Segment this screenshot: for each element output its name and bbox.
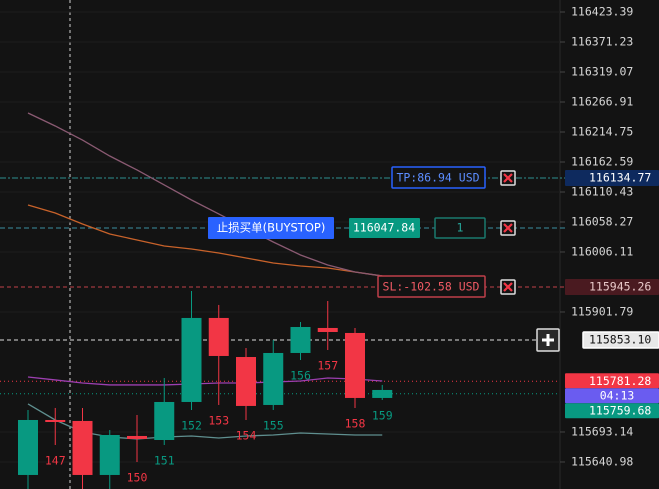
overlay: TP:86.94 USD 116134.77 止损买单(BUYSTOP) 116047…: [208, 166, 659, 419]
countdown-tag: [565, 388, 659, 404]
countdown: 04:13: [600, 388, 635, 402]
plot: 147 150 151 152 153 154 155 156 157 158 159: [18, 112, 393, 489]
candle-body: [263, 352, 284, 405]
candle-label: 152: [181, 418, 202, 432]
y-tick-label: 116110.43: [571, 184, 633, 198]
y-tick-label: 115901.79: [571, 304, 633, 318]
plus-icon: [542, 333, 554, 346]
candle-body: [345, 332, 365, 398]
axis-tag-label: 115945.26: [589, 279, 651, 293]
candle-label: 158: [345, 416, 366, 430]
indicator-line: [27, 204, 383, 277]
candle-body: [236, 357, 256, 406]
candle-label: 157: [317, 358, 338, 372]
grid: 116423.39 116371.23 116319.07 116266.91 1162…: [0, 4, 633, 468]
candle-body: [99, 434, 120, 475]
order-price: 116047.84: [353, 220, 415, 234]
order-price-box: [349, 217, 420, 238]
y-tick-label: 116371.23: [571, 34, 633, 48]
axis-tag: [565, 373, 659, 389]
quantity-box: [434, 217, 486, 239]
y-tick-label: 116006.11: [571, 244, 633, 258]
candle-label: 153: [208, 413, 229, 427]
candle-body: [18, 419, 38, 475]
axis-tag-label: 116134.77: [589, 170, 651, 184]
y-tick-label: 115693.14: [571, 424, 633, 438]
indicator-line: [27, 112, 383, 277]
candle-label: 154: [236, 428, 257, 442]
indicator-line: [27, 376, 383, 386]
axis-tag: [565, 169, 659, 186]
close-icon: [503, 223, 513, 233]
axis-tag-label: 115853.10: [589, 332, 651, 346]
order-type: 止损买单(BUYSTOP): [217, 220, 326, 234]
tp-text: TP:86.94 USD: [396, 170, 479, 184]
y-tick-label: 116319.07: [571, 64, 633, 78]
sl-box: [377, 275, 486, 298]
close-icon: [503, 282, 513, 292]
axis-tag-label: 115781.28: [589, 374, 651, 388]
candle-label: 150: [127, 470, 148, 484]
tp-box: [391, 166, 486, 189]
candle-label: 156: [290, 368, 311, 382]
axis-tag: [582, 331, 659, 349]
candle-body: [127, 435, 147, 439]
candle-body: [72, 420, 93, 475]
candle-body: [154, 401, 175, 440]
y-tick-label: 116058.27: [571, 214, 633, 228]
quantity: 1: [457, 220, 464, 234]
candle-label: 147: [45, 454, 66, 468]
candle-label: 151: [154, 454, 175, 468]
axis-tag: [565, 278, 659, 295]
axis-tag-label: 115759.68: [589, 403, 651, 417]
candle-label: 159: [372, 408, 393, 422]
candle-body: [208, 317, 229, 356]
y-tick-label: 115640.98: [571, 454, 633, 468]
candle-body: [317, 327, 338, 332]
candle-body: [181, 317, 202, 402]
y-tick-label: 116266.91: [571, 94, 633, 108]
candle-body: [372, 389, 393, 398]
sl-text: SL:-102.58 USD: [383, 279, 480, 293]
y-tick-label: 116423.39: [571, 4, 633, 18]
candle-body: [290, 326, 311, 353]
axis-tag: [565, 403, 659, 419]
candle-body: [45, 419, 66, 422]
candle-label: 155: [263, 418, 284, 432]
y-tick-label: 116162.59: [571, 154, 633, 168]
close-icon: [503, 173, 513, 183]
y-tick-label: 116214.75: [571, 124, 633, 138]
order-type-box: [208, 216, 334, 239]
